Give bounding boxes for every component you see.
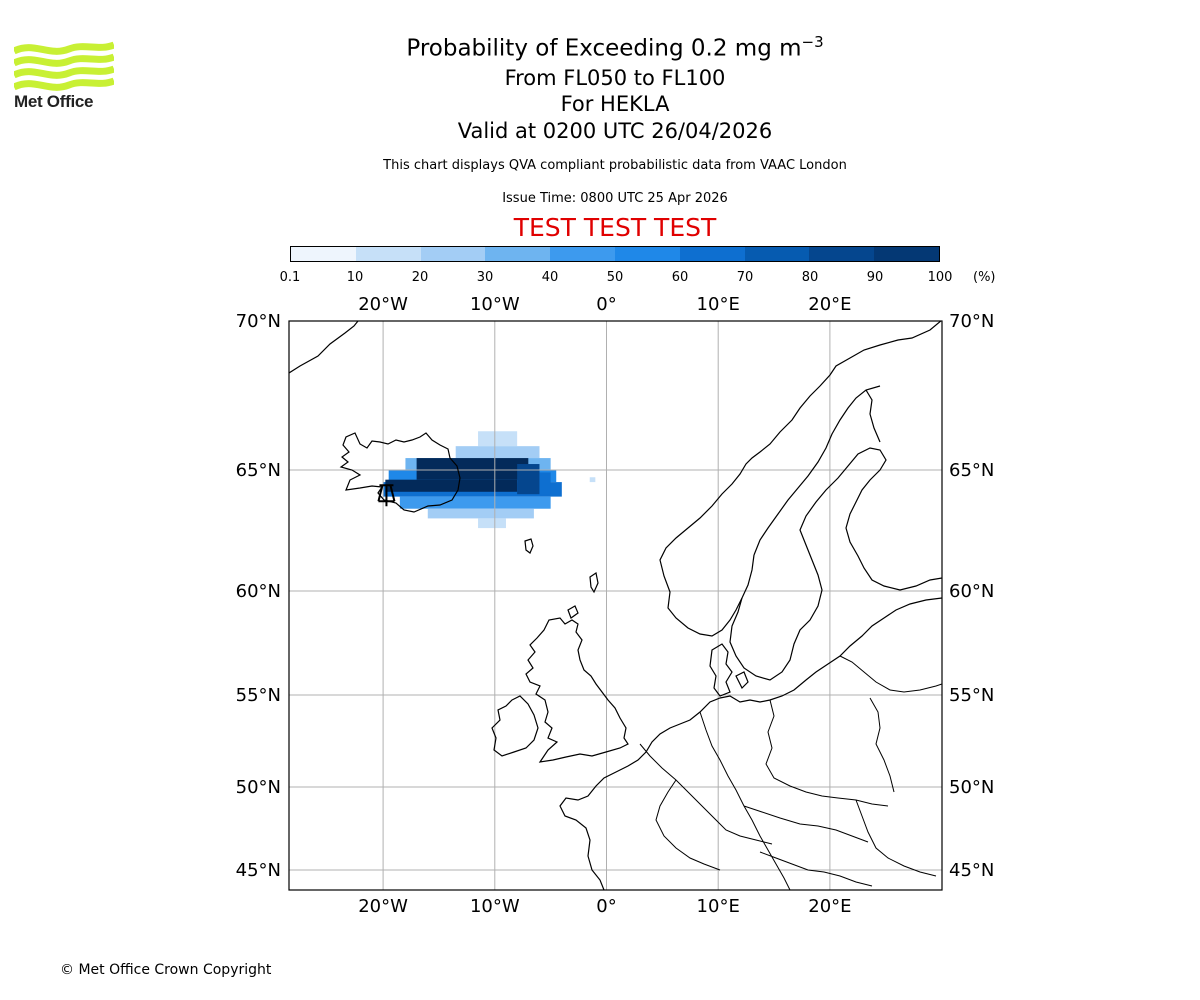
colorbar-segment	[550, 247, 615, 261]
greenland-coast	[289, 321, 359, 374]
volcano-name: For HEKLA	[560, 92, 670, 117]
sweden-norway-border	[753, 385, 881, 556]
map-frame	[288, 320, 943, 891]
colorbar-segment	[355, 247, 421, 261]
great-britain-coast	[525, 617, 629, 763]
volcano-marker[interactable]	[377, 484, 396, 507]
denmark-coast	[709, 643, 733, 697]
logo-wave	[14, 53, 114, 67]
graticule	[289, 321, 942, 890]
latitude-label-left: 60°N	[236, 581, 281, 602]
longitude-label-bottom: 20°E	[808, 896, 851, 917]
latitude-label-left: 50°N	[236, 777, 281, 798]
latitude-label-right: 55°N	[949, 685, 994, 706]
longitude-label-top: 0°	[596, 294, 616, 315]
latitude-label-right: 60°N	[949, 581, 994, 602]
colorbar-segment	[809, 247, 875, 261]
plume-cell	[455, 446, 540, 459]
logo-wordmark: Met Office	[14, 92, 94, 111]
chart-subtitle: This chart displays QVA compliant probab…	[383, 158, 847, 173]
latitude-label-right: 45°N	[949, 860, 994, 881]
finland-border	[865, 389, 881, 443]
flight-levels: From FL050 to FL100	[504, 65, 726, 90]
colorbar-tick-label: 40	[541, 270, 559, 285]
ash-probability-field	[383, 431, 596, 529]
colorbar-segment	[291, 247, 356, 261]
copyright-footer: © Met Office Crown Copyright	[60, 962, 272, 978]
longitude-label-bottom: 10°E	[697, 896, 740, 917]
plume-cell	[539, 472, 551, 495]
latitude-label-left: 65°N	[236, 460, 281, 481]
faroe-islands	[524, 538, 534, 554]
longitude-label-top: 20°E	[808, 294, 851, 315]
logo-wave	[14, 77, 114, 91]
plume-cell	[589, 477, 596, 483]
country-borders	[639, 655, 942, 890]
valid-time: Valid at 0200 UTC 26/04/2026	[457, 118, 773, 143]
volcano-icon	[377, 484, 396, 507]
longitude-label-top: 10°W	[470, 294, 520, 315]
plume-cell	[399, 496, 551, 509]
colorbar-tick-label: 80	[801, 270, 819, 285]
latitude-label-left: 55°N	[236, 685, 281, 706]
continent-coast	[559, 597, 942, 890]
colorbar-segment	[744, 247, 810, 261]
plume-cell	[478, 431, 518, 447]
latitude-label-left: 70°N	[236, 311, 281, 332]
title-exponent: −3	[801, 33, 824, 51]
chart-title: Probability of Exceeding 0.2 mg m−3	[290, 26, 940, 65]
coastlines	[289, 321, 942, 890]
colorbar-unit: (%)	[973, 270, 996, 285]
colorbar	[290, 246, 940, 262]
iceland-coast	[339, 432, 461, 513]
ireland-coast	[491, 695, 539, 757]
plume-cell	[427, 508, 534, 519]
colorbar-segment	[679, 247, 745, 261]
logo-wave	[14, 65, 114, 79]
colorbar-tick-label: 20	[411, 270, 429, 285]
test-banner: TEST TEST TEST	[513, 213, 717, 242]
shetland	[589, 572, 599, 594]
chart-title-block: Probability of Exceeding 0.2 mg m−3 From…	[290, 26, 940, 144]
latitude-label-right: 70°N	[949, 311, 994, 332]
plume-cell	[385, 479, 518, 492]
latitude-label-right: 50°N	[949, 777, 994, 798]
colorbar-tick-label: 50	[606, 270, 624, 285]
colorbar-segment	[485, 247, 551, 261]
axis-labels: 20°W 20°W 10°W 10°W 0° 0° 10°E 10°E 20°E 20°E 70°N…	[236, 294, 995, 917]
colorbar-tick-label: 60	[671, 270, 689, 285]
longitude-label-bottom: 10°W	[470, 896, 520, 917]
latitude-label-left: 45°N	[236, 860, 281, 881]
colorbar-segment	[874, 247, 939, 261]
plume-cell	[478, 518, 506, 529]
issue-time: Issue Time: 0800 UTC 25 Apr 2026	[502, 191, 728, 206]
title-main: Probability of Exceeding 0.2 mg m	[406, 35, 802, 62]
plume-cell	[416, 458, 529, 480]
logo-wave	[14, 41, 114, 55]
plume-cell	[517, 464, 540, 495]
colorbar-tick-label: 70	[736, 270, 754, 285]
colorbar-segment	[420, 247, 486, 261]
longitude-label-top: 20°W	[358, 294, 408, 315]
colorbar-tick-label: 30	[476, 270, 494, 285]
colorbar-tick-label: 0.1	[279, 270, 301, 285]
longitude-label-bottom: 20°W	[358, 896, 408, 917]
longitude-label-bottom: 0°	[596, 896, 616, 917]
colorbar-segment	[614, 247, 680, 261]
met-office-logo	[14, 41, 114, 91]
sweden-coast	[729, 447, 942, 681]
longitude-label-top: 10°E	[697, 294, 740, 315]
colorbar-tick-label: 10	[346, 270, 364, 285]
colorbar-tick-label: 90	[866, 270, 884, 285]
colorbar-tick-label: 100	[927, 270, 953, 285]
latitude-label-right: 65°N	[949, 460, 994, 481]
norway-coast	[659, 321, 942, 637]
